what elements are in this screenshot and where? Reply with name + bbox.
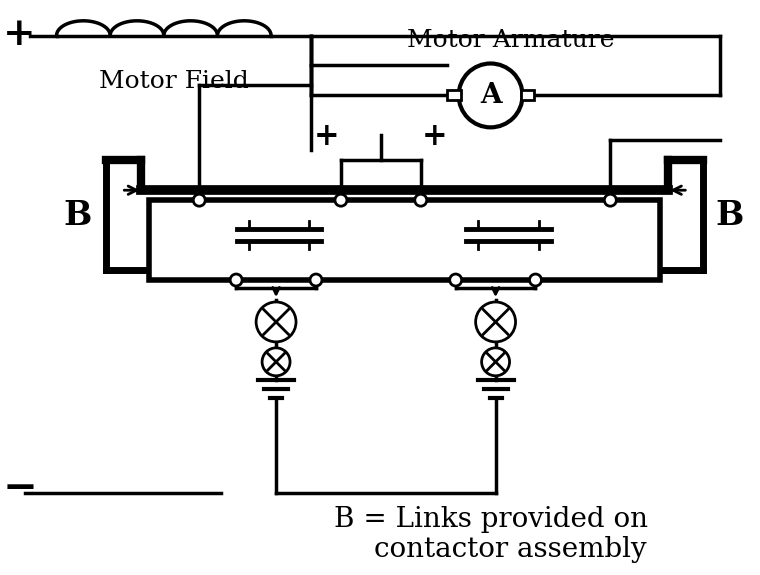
Circle shape bbox=[256, 302, 296, 342]
Text: B = Links provided on: B = Links provided on bbox=[334, 506, 648, 533]
Bar bbox=[521, 90, 534, 101]
Circle shape bbox=[450, 274, 461, 286]
Circle shape bbox=[262, 348, 290, 376]
Circle shape bbox=[476, 302, 515, 342]
Text: +: + bbox=[422, 121, 448, 152]
Bar bbox=[150, 200, 660, 280]
Text: Motor Armature: Motor Armature bbox=[407, 29, 614, 52]
Text: B: B bbox=[63, 198, 91, 232]
Circle shape bbox=[193, 194, 205, 206]
Circle shape bbox=[310, 274, 322, 286]
Circle shape bbox=[230, 274, 242, 286]
Text: contactor assembly: contactor assembly bbox=[374, 536, 647, 563]
Circle shape bbox=[604, 194, 616, 206]
Circle shape bbox=[530, 274, 541, 286]
Text: Motor Field: Motor Field bbox=[99, 71, 249, 94]
Circle shape bbox=[335, 194, 347, 206]
Circle shape bbox=[482, 348, 509, 376]
Circle shape bbox=[415, 194, 426, 206]
Text: +: + bbox=[314, 121, 340, 152]
Circle shape bbox=[459, 63, 523, 127]
Text: +: + bbox=[3, 14, 36, 52]
Text: A: A bbox=[480, 82, 502, 109]
Text: B: B bbox=[715, 198, 743, 232]
Text: −: − bbox=[2, 466, 37, 508]
Bar bbox=[447, 90, 461, 101]
